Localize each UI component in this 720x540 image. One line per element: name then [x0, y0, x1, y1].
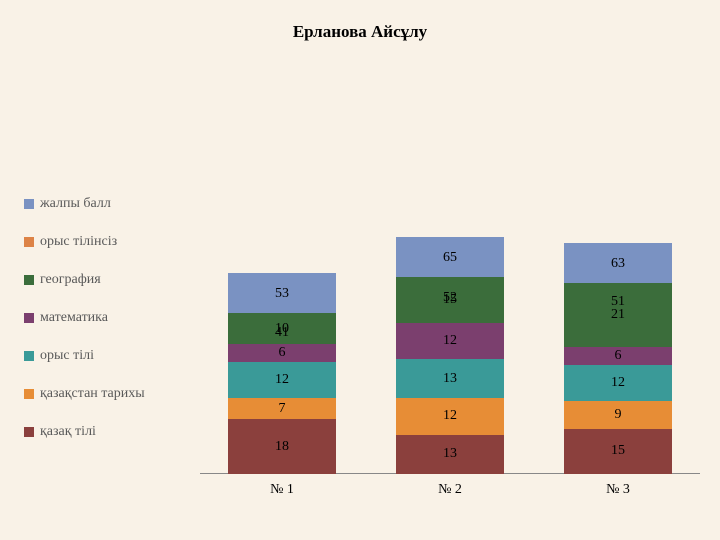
legend-item: қазақ тілі — [24, 424, 194, 440]
legend-item: орыс тілінсіз — [24, 234, 194, 250]
legend-swatch — [24, 389, 34, 399]
second-label: 41 — [228, 325, 336, 341]
legend-label: қазақстан тарихы — [40, 386, 145, 402]
total-label: 63 — [564, 256, 672, 272]
x-axis-label: № 3 — [564, 482, 672, 498]
segment-qazaq-tili: 13 — [396, 435, 504, 474]
column: 1512131213 65 52 — [396, 80, 504, 474]
legend-swatch — [24, 313, 34, 323]
plot-area: 10612718534115121312136552216129156351 — [200, 80, 700, 474]
segment-qazaqstan-tarikhy: 9 — [564, 401, 672, 428]
segment-qazaqstan-tarikhy: 7 — [228, 398, 336, 419]
legend-label: орыс тілі — [40, 348, 94, 364]
legend-item: география — [24, 272, 194, 288]
total-label: 53 — [228, 286, 336, 302]
column: 21612915 63 51 — [564, 80, 672, 474]
legend-label: қазақ тілі — [40, 424, 96, 440]
segment-qazaq-tili: 18 — [228, 419, 336, 474]
segment-orys-tili: 12 — [564, 365, 672, 401]
legend-label: математика — [40, 310, 108, 326]
legend-item: математика — [24, 310, 194, 326]
second-label: 51 — [564, 294, 672, 310]
total-label: 65 — [396, 250, 504, 266]
legend-label: орыс тілінсіз — [40, 234, 117, 250]
legend-swatch — [24, 275, 34, 285]
segment-matematika: 6 — [564, 347, 672, 365]
x-axis-label: № 2 — [396, 482, 504, 498]
stacked-bar: 1512131213 — [396, 277, 504, 474]
legend-label: география — [40, 272, 101, 288]
column: 106127185341 — [228, 80, 336, 474]
legend: жалпы балл орыс тілінсіз география математи… — [24, 196, 194, 462]
chart-title: Ерланова Айсұлу — [0, 22, 720, 42]
legend-swatch — [24, 237, 34, 247]
legend-label: жалпы балл — [40, 196, 111, 212]
segment-matematika: 12 — [396, 323, 504, 359]
legend-swatch — [24, 427, 34, 437]
segment-qazaqstan-tarikhy: 12 — [396, 398, 504, 434]
legend-swatch — [24, 199, 34, 209]
legend-swatch — [24, 351, 34, 361]
legend-item: жалпы балл — [24, 196, 194, 212]
legend-item: қазақстан тарихы — [24, 386, 194, 402]
segment-orys-tili: 12 — [228, 362, 336, 398]
x-axis-label: № 1 — [228, 482, 336, 498]
second-label: 52 — [396, 290, 504, 306]
segment-orys-tili: 13 — [396, 359, 504, 398]
segment-matematika: 6 — [228, 344, 336, 362]
segment-geografiya: 21 — [564, 283, 672, 347]
stacked-bar: 21612915 — [564, 283, 672, 474]
legend-item: орыс тілі — [24, 348, 194, 364]
segment-qazaq-tili: 15 — [564, 429, 672, 474]
